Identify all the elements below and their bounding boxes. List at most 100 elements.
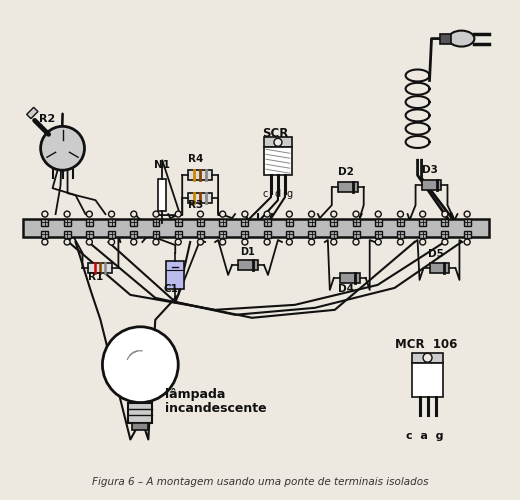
Circle shape: [86, 211, 93, 217]
Bar: [188, 193, 212, 203]
Bar: [86, 218, 93, 226]
Text: MCR  106: MCR 106: [395, 338, 457, 350]
Circle shape: [274, 138, 282, 146]
Text: R1: R1: [88, 272, 103, 282]
Bar: [63, 218, 71, 226]
Circle shape: [353, 211, 359, 217]
Circle shape: [420, 239, 426, 245]
Circle shape: [331, 211, 337, 217]
Bar: [353, 218, 359, 226]
Circle shape: [242, 211, 248, 217]
Circle shape: [86, 239, 93, 245]
Circle shape: [442, 239, 448, 245]
Text: d: d: [275, 189, 281, 199]
Bar: [330, 230, 337, 237]
Bar: [131, 230, 137, 237]
Circle shape: [264, 239, 270, 245]
Bar: [158, 179, 166, 211]
Text: D4: D4: [338, 284, 354, 294]
Bar: [131, 218, 137, 226]
Bar: [219, 230, 226, 237]
Bar: [86, 230, 93, 237]
Circle shape: [102, 327, 178, 402]
Circle shape: [198, 211, 203, 217]
Circle shape: [219, 211, 226, 217]
Bar: [340, 273, 360, 283]
Bar: [308, 230, 315, 237]
Circle shape: [420, 211, 426, 217]
Circle shape: [397, 239, 404, 245]
Text: C1: C1: [163, 284, 178, 294]
Bar: [241, 230, 249, 237]
Text: c: c: [263, 189, 268, 199]
Text: R4: R4: [188, 154, 203, 164]
Bar: [63, 230, 71, 237]
Bar: [133, 422, 148, 430]
Circle shape: [109, 211, 114, 217]
Bar: [264, 218, 270, 226]
Bar: [422, 180, 441, 190]
Circle shape: [264, 211, 270, 217]
Circle shape: [42, 239, 48, 245]
Bar: [464, 218, 471, 226]
Circle shape: [42, 211, 48, 217]
Circle shape: [41, 126, 84, 170]
Ellipse shape: [448, 30, 474, 46]
Bar: [439, 34, 451, 43]
Bar: [188, 170, 212, 180]
Text: D5: D5: [427, 249, 444, 259]
Text: incandescente: incandescente: [165, 402, 267, 414]
Circle shape: [464, 239, 470, 245]
Bar: [375, 218, 382, 226]
Bar: [411, 352, 444, 362]
Text: R2: R2: [38, 114, 55, 124]
Bar: [42, 218, 48, 226]
Bar: [152, 230, 160, 237]
Circle shape: [423, 353, 432, 362]
Circle shape: [131, 239, 137, 245]
Bar: [264, 138, 292, 147]
Bar: [108, 218, 115, 226]
Bar: [241, 218, 249, 226]
Bar: [238, 260, 258, 270]
Bar: [264, 148, 292, 175]
Circle shape: [353, 239, 359, 245]
Bar: [128, 402, 152, 422]
Bar: [330, 218, 337, 226]
Bar: [419, 230, 426, 237]
Bar: [397, 218, 404, 226]
Bar: [430, 263, 449, 273]
Text: lâmpada: lâmpada: [165, 388, 226, 400]
Text: D1: D1: [240, 247, 255, 257]
Circle shape: [64, 239, 70, 245]
Circle shape: [397, 211, 404, 217]
Bar: [441, 230, 448, 237]
Bar: [441, 218, 448, 226]
Circle shape: [131, 211, 137, 217]
Bar: [197, 218, 204, 226]
Bar: [23, 219, 489, 237]
Bar: [108, 230, 115, 237]
Bar: [286, 230, 293, 237]
Circle shape: [375, 211, 381, 217]
Circle shape: [287, 211, 292, 217]
Bar: [27, 108, 38, 118]
Circle shape: [375, 239, 381, 245]
Circle shape: [109, 239, 114, 245]
Bar: [338, 182, 358, 192]
Circle shape: [64, 211, 70, 217]
Circle shape: [442, 211, 448, 217]
Text: Figura 6 – A montagem usando uma ponte de terminais isolados: Figura 6 – A montagem usando uma ponte d…: [92, 478, 428, 488]
Circle shape: [198, 239, 203, 245]
Bar: [197, 230, 204, 237]
Bar: [397, 230, 404, 237]
Bar: [42, 230, 48, 237]
Text: N1: N1: [154, 160, 170, 170]
Text: g: g: [287, 189, 293, 199]
Bar: [88, 263, 112, 273]
Circle shape: [175, 239, 181, 245]
Bar: [464, 230, 471, 237]
Circle shape: [308, 211, 315, 217]
Bar: [419, 218, 426, 226]
Bar: [175, 218, 181, 226]
